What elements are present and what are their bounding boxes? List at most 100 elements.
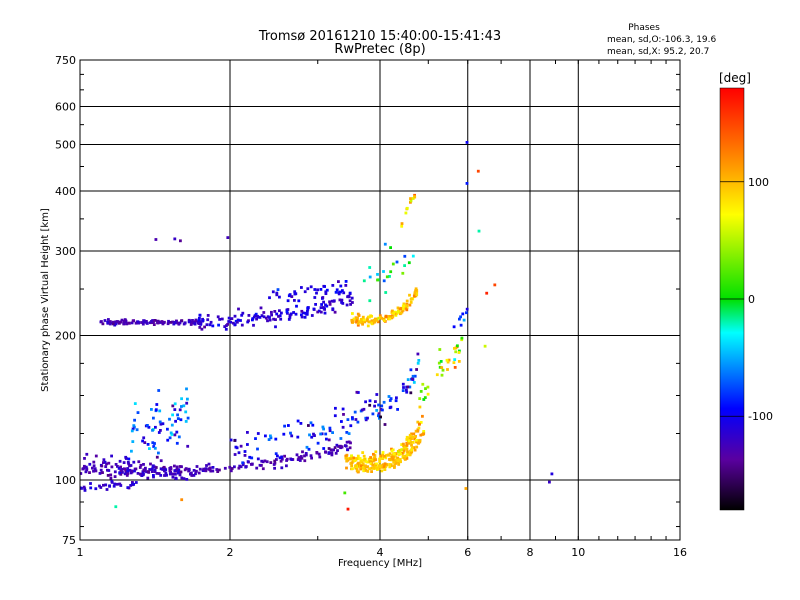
data-point <box>381 451 385 454</box>
data-point <box>339 290 342 294</box>
data-point <box>275 312 279 316</box>
data-point <box>153 470 157 473</box>
data-point <box>355 457 358 460</box>
data-point <box>401 382 405 386</box>
data-point <box>405 308 409 312</box>
data-point <box>223 325 227 328</box>
data-point <box>165 473 168 477</box>
x-tick-label: 8 <box>527 546 534 559</box>
data-point <box>418 405 422 409</box>
data-point <box>266 319 269 323</box>
data-point <box>399 452 402 456</box>
data-point <box>118 459 122 463</box>
data-point <box>130 321 134 325</box>
data-point <box>331 284 335 287</box>
data-point <box>99 486 103 489</box>
data-point <box>438 365 442 369</box>
data-point <box>122 322 126 326</box>
data-point <box>465 307 469 311</box>
data-point <box>119 469 123 472</box>
data-point <box>195 465 199 468</box>
data-point <box>439 360 443 363</box>
data-point <box>359 467 363 471</box>
data-point <box>287 294 291 298</box>
data-point <box>160 320 164 323</box>
data-point <box>369 462 373 466</box>
data-point <box>476 169 480 173</box>
data-point <box>384 315 388 318</box>
data-point <box>229 469 233 473</box>
data-point <box>332 299 336 303</box>
data-point <box>164 471 168 475</box>
data-point <box>378 460 382 464</box>
data-point <box>391 457 395 461</box>
data-point <box>94 487 98 491</box>
data-point <box>136 472 140 475</box>
data-point <box>396 306 400 310</box>
data-point <box>414 287 418 291</box>
data-point <box>409 451 413 455</box>
data-point <box>368 399 372 403</box>
data-point <box>114 463 118 466</box>
data-point <box>409 199 413 203</box>
data-point <box>132 460 136 464</box>
data-point <box>288 316 292 319</box>
data-point <box>334 451 338 455</box>
data-point <box>372 456 376 460</box>
data-point <box>246 443 249 446</box>
data-point <box>419 421 423 424</box>
data-point <box>300 286 303 289</box>
data-point <box>344 284 348 287</box>
data-point <box>364 464 367 468</box>
data-point <box>248 455 252 459</box>
data-point <box>333 310 337 314</box>
data-point <box>307 447 311 451</box>
data-point <box>349 303 352 306</box>
data-point <box>367 457 371 461</box>
data-point <box>493 283 497 287</box>
data-point <box>285 308 289 312</box>
data-point <box>173 237 177 241</box>
data-point <box>381 456 385 460</box>
data-point <box>422 430 426 433</box>
data-point <box>405 444 409 447</box>
data-point <box>461 312 465 316</box>
data-point <box>457 360 461 363</box>
data-point <box>233 314 237 318</box>
data-point <box>238 464 242 468</box>
data-point <box>152 445 156 448</box>
data-point <box>327 451 331 454</box>
data-point <box>297 456 301 459</box>
data-point <box>382 279 386 283</box>
data-point <box>227 316 231 320</box>
data-point <box>383 242 387 246</box>
data-point <box>373 318 376 322</box>
data-point <box>246 460 250 463</box>
data-point <box>286 311 289 315</box>
data-point <box>414 289 417 293</box>
data-point <box>377 414 380 418</box>
data-point <box>182 477 186 480</box>
data-point <box>419 390 423 393</box>
data-point <box>335 443 339 447</box>
data-point <box>329 448 333 452</box>
data-point <box>322 447 326 450</box>
phases-box-header: Phases <box>628 23 660 33</box>
data-point <box>225 324 228 327</box>
data-point <box>271 290 275 294</box>
data-point <box>349 457 352 461</box>
data-point <box>322 300 325 304</box>
data-point <box>131 319 135 323</box>
y-tick-label: 500 <box>55 139 76 152</box>
data-point <box>465 311 468 315</box>
data-point <box>344 280 348 283</box>
data-point <box>370 470 373 473</box>
data-point <box>173 469 177 472</box>
data-point <box>104 483 108 487</box>
data-point <box>550 472 554 476</box>
data-point <box>153 446 157 450</box>
data-point <box>124 469 128 472</box>
data-point <box>186 444 190 448</box>
data-point <box>346 448 349 451</box>
data-point <box>397 463 401 466</box>
